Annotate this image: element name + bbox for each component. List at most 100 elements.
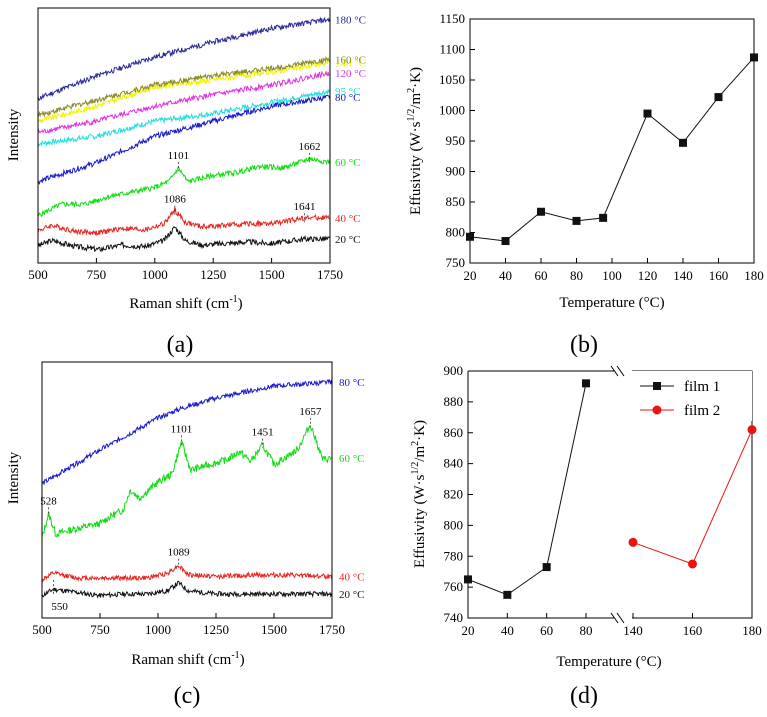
- series-a-160: [37, 55, 330, 118]
- peak-label-a: 1662: [298, 141, 320, 153]
- x-tick-label-b: 140: [673, 268, 693, 283]
- series-label-a: 95 °C: [335, 86, 361, 98]
- series-c-60: [41, 425, 332, 538]
- peak-label-c: 1089: [168, 547, 191, 559]
- x-tick-label-b: 60: [535, 268, 548, 283]
- point-b: [679, 138, 687, 147]
- peak-label-c: 1101: [171, 423, 193, 435]
- peak-label-c: 550: [51, 601, 68, 613]
- x-tick-label-d: 60: [540, 623, 553, 638]
- plot-frame-c: [41, 361, 333, 619]
- x-tick-label-d: 20: [462, 623, 475, 638]
- axis-break-d: [610, 365, 625, 624]
- y-tick-label-d: 840: [444, 456, 464, 471]
- series-a-180: [37, 16, 330, 101]
- y-tick-label-d: 760: [444, 579, 464, 594]
- series-label-a: 40 °C: [335, 213, 361, 225]
- series-c-20: [41, 580, 332, 599]
- line-film-1: [467, 383, 587, 596]
- legend-marker-film1: [653, 382, 661, 390]
- panel-label-c: (c): [174, 683, 201, 709]
- series-c-40: [41, 565, 332, 583]
- panel-label-d: (d): [570, 683, 598, 709]
- legend-marker-film2: [652, 405, 662, 415]
- x-axis-label-b: Temperature (°C): [559, 295, 664, 311]
- point-b: [714, 93, 723, 102]
- y-tick-label-b: 1100: [439, 42, 465, 57]
- y-axis-label-c: Intensity: [6, 451, 22, 504]
- y-tick-label-d: 780: [444, 548, 464, 563]
- peak-label-c: 528: [40, 495, 57, 507]
- point-film-1: [464, 575, 472, 584]
- x-tick-label-c: 1250: [203, 622, 229, 637]
- panel-label-a: (a): [167, 332, 194, 358]
- point-film-1: [582, 379, 590, 388]
- x-axis-label-d: Temperature (°C): [556, 654, 661, 670]
- y-tick-label-b: 850: [446, 194, 466, 209]
- y-tick-label-d: 820: [444, 487, 464, 502]
- panel-d: (d) 20 40 60 80 140 160 180 740 760 780 800 820 840 8…: [410, 363, 762, 709]
- series-a-60: [37, 156, 330, 218]
- x-tick-label-c: 750: [90, 622, 110, 637]
- panel-a: (a) 1101 1662 1086 1641 500 750 1000 1250 1500 1…: [6, 7, 366, 358]
- x-tick-label-a: 1750: [317, 267, 343, 282]
- y-tick-label-b: 900: [446, 164, 466, 179]
- series-a-120: [37, 70, 330, 134]
- series-label-a: 140 °C: [335, 57, 366, 69]
- x-tick-label-a: 1250: [200, 267, 226, 282]
- series-label-c: 60 °C: [339, 453, 365, 465]
- legend-label-film2: film 2: [684, 403, 720, 419]
- point-b: [599, 213, 608, 222]
- series-label-a: 180 °C: [335, 14, 366, 26]
- series-a-20: [37, 226, 330, 253]
- panel-label-b: (b): [570, 332, 598, 358]
- peak-label-c: 1657: [299, 406, 322, 418]
- x-axis-label-a: Raman shift (cm-1): [129, 294, 242, 312]
- x-tick-label-d: 40: [501, 623, 514, 638]
- x-tick-label-b: 40: [499, 268, 512, 283]
- peak-label-a: 1641: [294, 201, 316, 213]
- panel-b: (b) 20 40 60 80 100 120 140 160 180 750 800 850 900 9…: [406, 11, 764, 358]
- point-b: [466, 232, 474, 241]
- legend-d: film 1 film 2: [632, 371, 752, 421]
- line-film-2: [632, 429, 753, 565]
- point-film-1: [503, 590, 512, 599]
- series-label-a: 120 °C: [335, 68, 366, 80]
- effusivity-line-b: [469, 57, 755, 242]
- y-tick-label-d: 800: [444, 517, 464, 532]
- series-c-80: [41, 378, 332, 485]
- x-tick-label-b: 120: [638, 268, 658, 283]
- series-label-c: 80 °C: [339, 377, 365, 389]
- point-b: [750, 53, 758, 62]
- x-tick-label-b: 20: [464, 268, 477, 283]
- series-label-c: 40 °C: [339, 571, 365, 583]
- legend-label-film1: film 1: [684, 379, 720, 395]
- y-tick-label-b: 750: [446, 255, 466, 270]
- x-tick-label-a: 500: [28, 267, 48, 282]
- y-tick-label-d: 860: [444, 425, 464, 440]
- x-tick-label-b: 80: [570, 268, 583, 283]
- x-tick-label-b: 180: [744, 268, 764, 283]
- point-film-2: [688, 559, 697, 569]
- x-tick-label-a: 1000: [142, 267, 168, 282]
- x-tick-label-a: 750: [87, 267, 107, 282]
- series-a-140: [37, 60, 330, 125]
- series-label-a: 80 °C: [335, 92, 361, 104]
- x-tick-label-d: 140: [623, 623, 643, 638]
- x-tick-label-d: 80: [580, 623, 593, 638]
- y-axis-label-b: Effusivity (W·s1/2/m2·K): [406, 67, 424, 215]
- x-tick-label-b: 160: [709, 268, 729, 283]
- series-label-a: 60 °C: [335, 157, 361, 169]
- x-tick-label-d: 180: [742, 623, 762, 638]
- y-axis-label-d: Effusivity (W·s1/2/m2·K): [410, 420, 428, 568]
- plot-frame-b: [469, 18, 755, 264]
- series-label-a: 20 °C: [335, 234, 361, 246]
- y-tick-label-d: 900: [444, 363, 464, 378]
- series-a-80: [37, 94, 330, 185]
- peak-label-c: 1451: [252, 427, 274, 439]
- series-label-a: 160 °C: [335, 54, 366, 66]
- y-axis-label-a: Intensity: [6, 108, 22, 161]
- x-tick-label-c: 1500: [261, 622, 287, 637]
- x-tick-label-c: 1750: [319, 622, 345, 637]
